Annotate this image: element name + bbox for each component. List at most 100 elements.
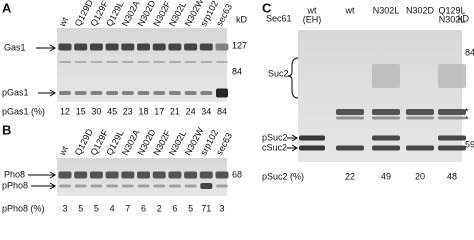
quant-value: 84: [217, 106, 227, 116]
band: [184, 91, 197, 95]
quant-value: 21: [170, 106, 180, 116]
band: [105, 171, 119, 179]
quant-value: 22: [345, 171, 355, 181]
lane-label: wt: [57, 15, 71, 29]
band: [121, 43, 135, 51]
arrow: [287, 134, 298, 142]
arrow: [31, 182, 56, 190]
band: [74, 61, 87, 63]
marker-label: 127: [232, 40, 247, 50]
lane-label: wt: [345, 5, 355, 15]
band: [200, 91, 213, 95]
quant-value: 20: [415, 171, 425, 181]
quant-value: 2: [157, 203, 162, 213]
band: [200, 61, 213, 63]
band: [168, 171, 182, 179]
band: [89, 171, 103, 179]
marker-label: 68: [232, 169, 242, 179]
band: [216, 184, 228, 188]
band-label: Pho8: [4, 169, 25, 179]
band: [184, 184, 197, 188]
unit-label: kD: [458, 13, 470, 23]
band: [59, 61, 71, 63]
lane-label: N302D: [406, 5, 435, 15]
quant-value: 18: [138, 106, 148, 116]
blot: [57, 28, 227, 102]
band: [406, 109, 434, 115]
brace: [287, 57, 299, 99]
band: [137, 184, 150, 188]
band-label: pPho8: [2, 180, 28, 190]
figure: A kD 127 84 Gas1 pGas1 pGas1 (%) B 68 Ph…: [2, 0, 474, 213]
quant-value: 7: [125, 203, 130, 213]
blot: [298, 30, 462, 162]
quant-value: 48: [447, 171, 457, 181]
band: [372, 116, 400, 120]
marker-label: 59: [465, 139, 474, 149]
band: [372, 135, 400, 141]
band-label: pSuc2: [262, 132, 288, 142]
band: [438, 116, 466, 120]
band: [121, 171, 135, 179]
arrow: [36, 44, 56, 52]
quant-value: 34: [201, 106, 211, 116]
quant-value: 6: [172, 203, 177, 213]
unit-label: kD: [236, 14, 248, 24]
band: [106, 61, 119, 63]
band: [74, 171, 88, 179]
quant-label: pGas1 (%): [2, 106, 45, 116]
quant-value: 5: [78, 203, 83, 213]
band: [59, 91, 71, 95]
star: *: [465, 114, 469, 124]
quant-value: 4: [110, 203, 115, 213]
band: [59, 184, 71, 188]
band: [438, 64, 466, 88]
arrow: [38, 89, 56, 97]
lane-label: N302L: [373, 5, 400, 15]
band: [216, 88, 228, 98]
band: [168, 91, 181, 95]
lane-label: Q129L: [438, 5, 465, 15]
panel-label: B: [2, 122, 11, 137]
quant-value: 49: [381, 171, 391, 181]
row-label: Sec61: [266, 13, 292, 23]
band: [137, 171, 150, 179]
band: [90, 184, 103, 188]
band: [336, 116, 364, 120]
band: [106, 184, 119, 188]
band: [90, 61, 103, 63]
band: [372, 64, 400, 88]
quant-label: pPho8 (%): [2, 203, 45, 213]
quant-value: 71: [201, 203, 211, 213]
marker-label: 84: [465, 47, 474, 57]
band: [216, 61, 228, 63]
band: [168, 184, 181, 188]
quant-value: 5: [94, 203, 99, 213]
band: [137, 61, 150, 63]
band: [74, 184, 87, 188]
marker-label: 84: [232, 66, 242, 76]
band-label: pGas1: [2, 87, 29, 97]
band: [438, 109, 466, 115]
band: [121, 184, 134, 188]
band: [372, 109, 400, 115]
band: [153, 61, 166, 63]
quant-value: 3: [62, 203, 67, 213]
band: [199, 171, 213, 179]
band: [438, 135, 466, 141]
band: [152, 43, 166, 51]
band: [336, 109, 364, 115]
band: [121, 91, 134, 95]
band-label: Gas1: [4, 42, 26, 52]
quant-value: 24: [186, 106, 196, 116]
band: [199, 43, 213, 51]
band: [168, 61, 181, 63]
panel-label: C: [262, 0, 272, 15]
band: [153, 184, 166, 188]
arrow: [287, 144, 298, 152]
band: [184, 61, 197, 63]
band: [372, 145, 400, 151]
band: [438, 145, 466, 151]
band: [168, 43, 182, 51]
quant-value: 17: [154, 106, 164, 116]
